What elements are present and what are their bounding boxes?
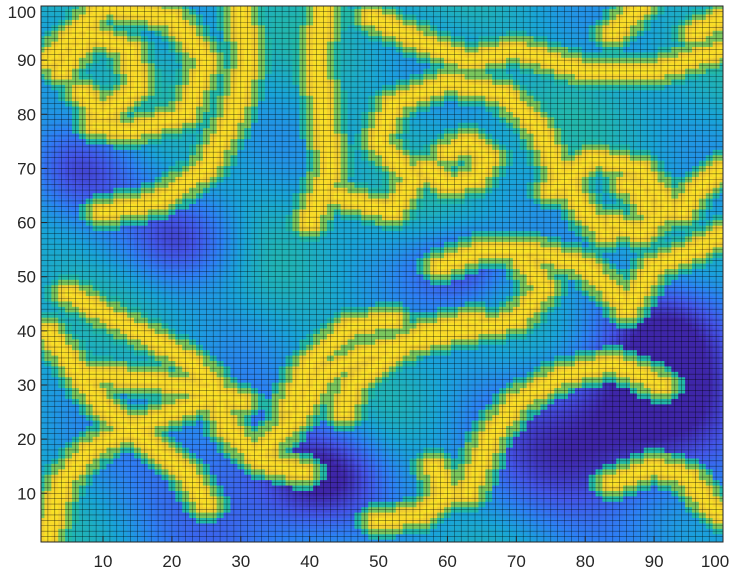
heatmap-cells — [41, 6, 723, 542]
heatmap-cell — [41, 539, 45, 542]
heatmap-cell — [719, 539, 723, 542]
